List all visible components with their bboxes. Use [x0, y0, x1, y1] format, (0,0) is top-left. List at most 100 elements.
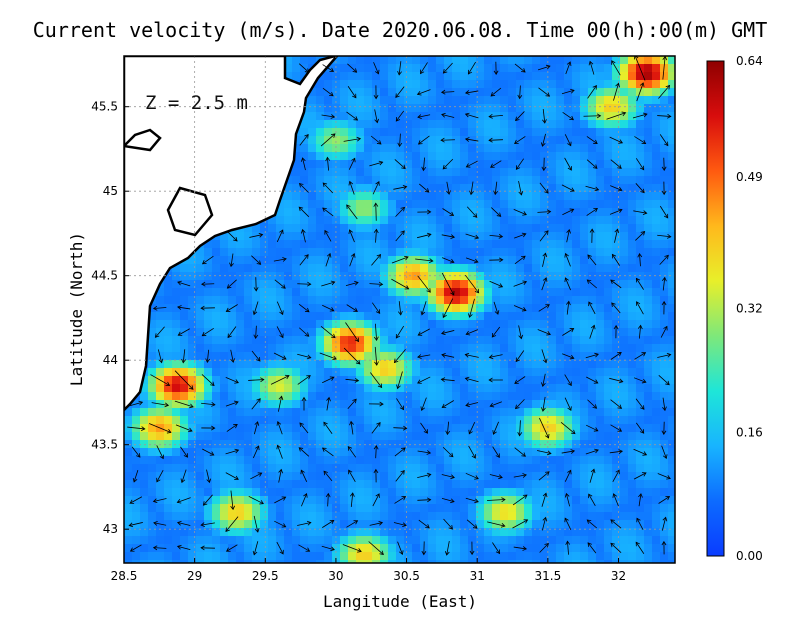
- velocity-arrow: [542, 108, 546, 124]
- arrow-head: [594, 352, 599, 358]
- velocity-arrow: [206, 349, 210, 363]
- velocity-arrow: [276, 326, 284, 338]
- arrow-head: [446, 190, 451, 195]
- arrow-head: [546, 331, 551, 336]
- velocity-arrow: [589, 325, 595, 339]
- arrow-head: [353, 307, 358, 312]
- colorbar-tick-label: 0.64: [736, 54, 763, 68]
- velocity-arrow: [273, 352, 287, 360]
- arrow-head: [564, 277, 569, 282]
- velocity-arrow: [613, 83, 619, 101]
- velocity-arrow: [418, 519, 430, 529]
- arrow-head: [569, 115, 574, 121]
- velocity-arrow: [417, 450, 431, 454]
- arrow-head: [442, 164, 448, 170]
- velocity-arrow: [322, 182, 334, 194]
- velocity-arrow: [659, 134, 669, 146]
- velocity-arrow: [565, 61, 571, 75]
- arrow-head: [324, 229, 329, 235]
- velocity-arrow: [465, 233, 479, 239]
- velocity-arrow: [565, 253, 571, 267]
- arrow-head: [373, 202, 379, 207]
- arrow-head: [374, 118, 380, 124]
- velocity-arrow: [302, 229, 306, 243]
- arrow-head: [329, 91, 334, 97]
- velocity-arrow: [611, 302, 621, 314]
- arrow-head: [400, 469, 405, 475]
- velocity-arrow: [278, 469, 282, 483]
- island-coast: [124, 128, 162, 152]
- arrow-head: [234, 400, 239, 406]
- arrow-head: [253, 287, 259, 292]
- velocity-arrow: [612, 469, 620, 483]
- arrow-head: [376, 140, 382, 145]
- arrow-head: [279, 549, 284, 555]
- velocity-arrow: [391, 278, 409, 290]
- arrow-head: [325, 492, 331, 498]
- velocity-arrow: [150, 374, 170, 386]
- arrow-head: [326, 252, 332, 258]
- arrow-head: [354, 337, 359, 343]
- velocity-arrow: [658, 375, 670, 385]
- arrow-head: [612, 493, 617, 498]
- arrow-head: [464, 112, 470, 118]
- arrow-head: [566, 228, 572, 234]
- velocity-arrow: [177, 545, 191, 551]
- velocity-arrow: [561, 184, 575, 192]
- velocity-arrow: [226, 304, 238, 312]
- arrow-head: [176, 498, 182, 504]
- arrow-head: [300, 469, 305, 475]
- arrow-head: [138, 400, 144, 406]
- arrow-head: [640, 188, 645, 194]
- arrow-head: [180, 478, 186, 484]
- arrow-head: [330, 280, 336, 286]
- velocity-arrow: [343, 138, 361, 142]
- velocity-arrow: [326, 397, 330, 411]
- velocity-arrow: [489, 474, 503, 478]
- velocity-arrow: [634, 136, 646, 144]
- arrow-head: [445, 430, 451, 436]
- coastline: [124, 56, 339, 412]
- velocity-arrow: [465, 113, 479, 119]
- arrow-head: [467, 69, 473, 75]
- velocity-arrow: [633, 210, 647, 214]
- velocity-arrow: [512, 519, 528, 529]
- map-title: Current velocity (m/s). Date 2020.06.08.…: [32, 18, 768, 42]
- velocity-arrow: [299, 422, 309, 434]
- velocity-arrow: [635, 158, 645, 170]
- velocity-arrow: [250, 472, 262, 480]
- arrow-head: [181, 358, 186, 364]
- velocity-arrow: [322, 207, 334, 217]
- arrow-head: [304, 134, 309, 139]
- velocity-arrow: [657, 115, 671, 117]
- arrow-head: [614, 228, 620, 234]
- velocity-arrow: [657, 354, 671, 358]
- velocity-arrow: [395, 86, 405, 98]
- arrow-head: [354, 280, 359, 286]
- arrow-head: [152, 305, 158, 311]
- velocity-arrow: [369, 161, 383, 167]
- velocity-arrow: [562, 208, 574, 216]
- arrow-head: [666, 475, 671, 480]
- velocity-arrow: [468, 422, 476, 434]
- velocity-arrow: [225, 516, 239, 532]
- arrow-head: [639, 82, 645, 87]
- velocity-arrow: [441, 139, 455, 141]
- velocity-arrow: [489, 114, 503, 118]
- velocity-arrow: [586, 519, 598, 529]
- arrow-head: [281, 496, 287, 501]
- arrow-head: [444, 551, 450, 556]
- arrow-head: [421, 166, 427, 172]
- arrow-head: [200, 522, 205, 527]
- velocity-arrow: [181, 469, 187, 483]
- arrow-head: [256, 398, 261, 403]
- arrow-head: [545, 471, 550, 476]
- velocity-arrow: [493, 421, 499, 435]
- velocity-arrow: [349, 229, 355, 243]
- arrow-head: [640, 405, 645, 410]
- velocity-arrow: [130, 544, 142, 552]
- arrow-head: [442, 69, 448, 74]
- velocity-arrow: [156, 445, 164, 459]
- velocity-arrow: [561, 89, 575, 95]
- arrow-head: [330, 133, 336, 138]
